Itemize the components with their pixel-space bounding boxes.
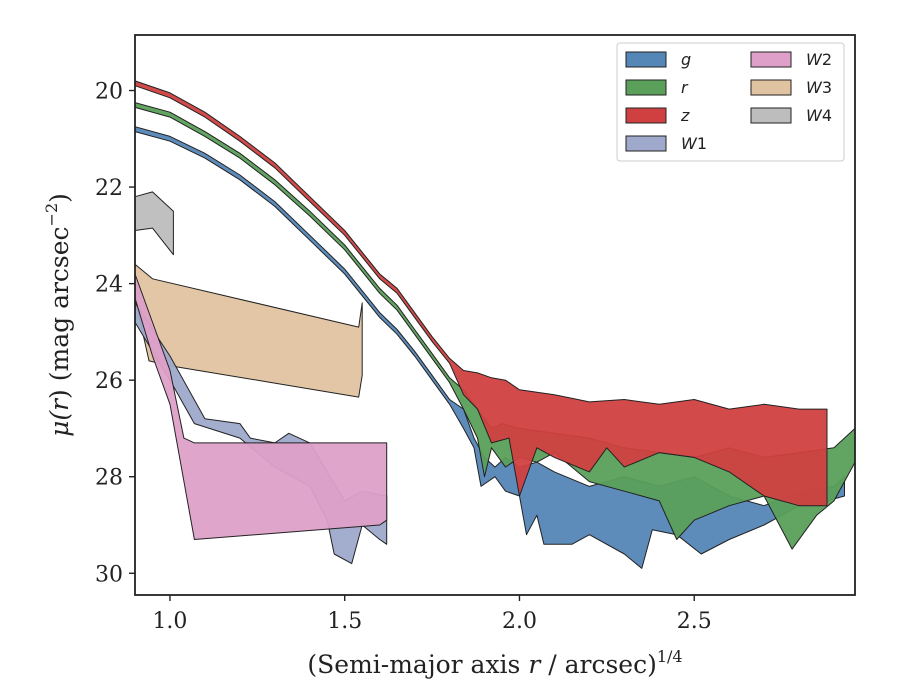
legend-swatch-z — [625, 107, 667, 124]
legend-label-r: r — [681, 78, 689, 97]
x-axis-label: (Semi-major axis r / arcsec)1/4 — [307, 647, 682, 679]
legend-label-w2: W2 — [806, 50, 832, 69]
y-axis-label: μ(r) (mag arcsec−2) — [42, 193, 74, 437]
legend-swatch-r — [625, 79, 667, 96]
band-r — [134, 102, 856, 550]
y-tick-label: 26 — [95, 369, 123, 394]
y-tick-label: 22 — [95, 176, 123, 201]
y-tick-label: 24 — [95, 273, 123, 298]
y-tick-label: 28 — [95, 466, 123, 491]
band-w4 — [134, 191, 174, 256]
y-tick-label: 30 — [95, 562, 123, 587]
axis-ticks: 1.0 1.5 2.0 2.5 20 22 24 26 28 30 — [95, 80, 712, 634]
legend-swatch-g — [625, 51, 667, 68]
legend-swatch-w4 — [750, 107, 792, 124]
band-w2 — [134, 273, 388, 540]
legend: grz W1 W2 W3 W4 — [616, 42, 845, 162]
legend-label-g: g — [681, 50, 691, 69]
x-tick-label: 2.0 — [502, 609, 537, 634]
x-tick-label: 1.0 — [152, 609, 187, 634]
x-tick-label: 1.5 — [327, 609, 362, 634]
legend-label-w4: W4 — [806, 106, 832, 125]
band-z — [134, 80, 828, 507]
legend-swatch-w3 — [750, 79, 792, 96]
legend-label-z: z — [680, 106, 690, 125]
legend-swatch-w2 — [750, 51, 792, 68]
plot-frame — [134, 34, 856, 596]
legend-swatch-w1 — [625, 135, 667, 152]
y-tick-label: 20 — [95, 80, 123, 105]
profile-bands — [134, 80, 856, 569]
legend-label-w1: W1 — [681, 134, 707, 153]
legend-box — [616, 42, 845, 162]
x-tick-label: 2.5 — [677, 609, 712, 634]
legend-label-w3: W3 — [806, 78, 832, 97]
